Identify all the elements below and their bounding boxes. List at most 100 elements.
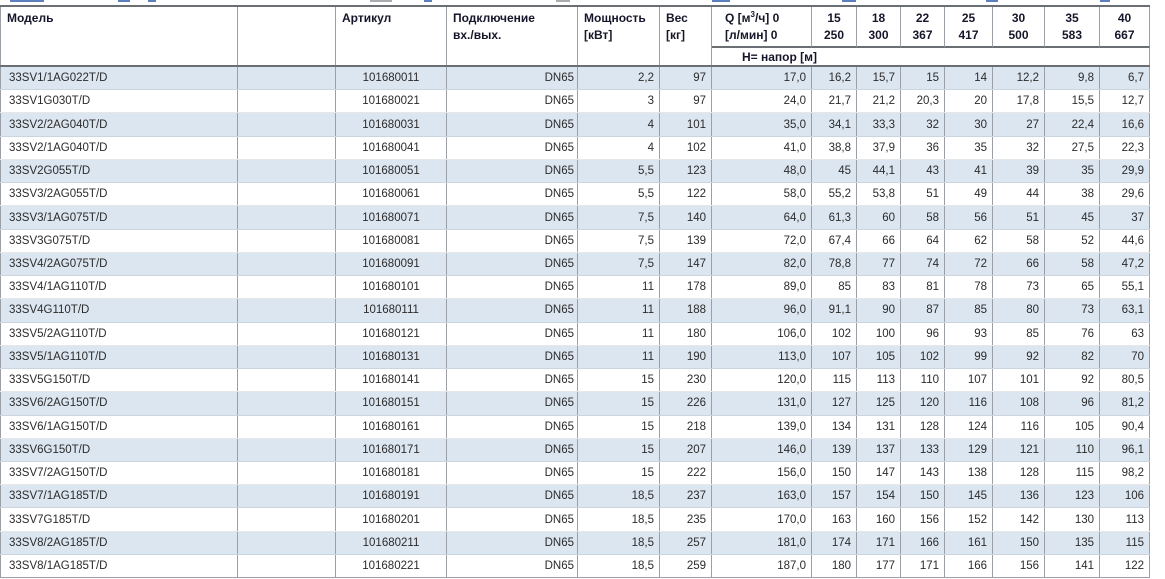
cell-model: 33SV5/2AG110T/D [0, 322, 238, 345]
cell-head-q0: 96,0 [712, 299, 812, 322]
cell-weight: 180 [660, 322, 712, 345]
table-header: Модель Артикул Подключение вх./вых. Мощн… [0, 7, 1150, 67]
cell-weight: 237 [660, 485, 712, 508]
cell-power: 11 [578, 276, 660, 299]
cell-model: 33SV8/2AG185T/D [0, 531, 238, 554]
cell-power: 11 [578, 322, 660, 345]
cell-head-25: 152 [945, 508, 993, 531]
cell-model: 33SV2G055T/D [0, 159, 238, 183]
cell-connection: DN65 [447, 299, 578, 322]
table-row: 33SV5/2AG110T/D 101680121 DN65 11 180 106,0 10… [0, 322, 1150, 346]
table-row: 33SV3/2AG055T/D 101680061 DN65 5,5 122 58,0 55… [0, 183, 1150, 207]
cell-head-25: 85 [945, 299, 993, 322]
cell-empty [238, 322, 336, 345]
cell-head-25: 145 [945, 485, 993, 508]
cell-head-40: 106 [1100, 485, 1150, 508]
text-remnant [10, 0, 44, 2]
cell-head-18: 105 [857, 345, 901, 369]
cell-article: 101680091 [336, 252, 447, 276]
cell-head-q0: 89,0 [712, 276, 812, 299]
table-row: 33SV8/1AG185T/D 101680221 DN65 18,5 259 187,0… [0, 554, 1150, 578]
table-row: 33SV2/1AG040T/D 101680041 DN65 4 102 41,0 38,8… [0, 136, 1150, 160]
cell-model: 33SV6/1AG150T/D [0, 415, 238, 438]
cell-head-15: 45 [812, 159, 857, 183]
cell-head-15: 16,2 [812, 67, 857, 90]
cell-head-35: 27,5 [1045, 136, 1100, 159]
cell-empty [238, 113, 336, 136]
cell-head-30: 150 [993, 531, 1045, 554]
table-row: 33SV1G030T/D 101680021 DN65 3 97 24,0 21,7 21,2… [0, 90, 1150, 114]
cell-head-22: 87 [901, 299, 945, 322]
cell-model: 33SV2/2AG040T/D [0, 113, 238, 136]
table-row: 33SV3G075T/D 101680081 DN65 7,5 139 72,0 67,4 6… [0, 229, 1150, 253]
column-header-flow-15: 15 250 [812, 7, 857, 48]
cell-model: 33SV4/2AG075T/D [0, 252, 238, 276]
cell-head-25: 166 [945, 554, 993, 578]
cell-head-35: 35 [1045, 159, 1100, 183]
cell-head-40: 44,6 [1100, 229, 1150, 252]
cell-head-22: 150 [901, 485, 945, 508]
cell-article: 101680151 [336, 392, 447, 415]
cell-head-q0: 72,0 [712, 229, 812, 252]
cell-head-22: 102 [901, 345, 945, 369]
column-header-flow-18: 18 300 [857, 7, 901, 48]
cell-power: 18,5 [578, 531, 660, 554]
cell-article: 101680101 [336, 276, 447, 299]
cell-article: 101680171 [336, 438, 447, 461]
cell-connection: DN65 [447, 276, 578, 299]
cell-head-22: 110 [901, 369, 945, 392]
cell-head-35: 92 [1045, 369, 1100, 392]
table-row: 33SV6/1AG150T/D 101680161 DN65 15 218 139,0 13… [0, 415, 1150, 439]
cell-empty [238, 508, 336, 531]
cell-head-18: 125 [857, 392, 901, 415]
cell-head-25: 20 [945, 90, 993, 113]
cell-head-15: 34,1 [812, 113, 857, 136]
cell-head-q0: 187,0 [712, 554, 812, 578]
cell-empty [238, 90, 336, 113]
cell-head-25: 49 [945, 183, 993, 206]
cell-head-q0: 64,0 [712, 206, 812, 229]
cell-connection: DN65 [447, 206, 578, 229]
cell-head-18: 44,1 [857, 159, 901, 183]
cell-model: 33SV6G150T/D [0, 438, 238, 461]
cell-model: 33SV2/1AG040T/D [0, 136, 238, 159]
cell-head-30: 80 [993, 299, 1045, 322]
cell-head-30: 116 [993, 415, 1045, 438]
cell-article: 101680201 [336, 508, 447, 531]
cell-head-40: 29,6 [1100, 183, 1150, 206]
cell-head-15: 127 [812, 392, 857, 415]
cell-head-q0: 24,0 [712, 90, 812, 113]
cell-empty [238, 345, 336, 369]
cell-model: 33SV7/2AG150T/D [0, 461, 238, 485]
cell-connection: DN65 [447, 159, 578, 183]
cell-article: 101680181 [336, 461, 447, 485]
cell-head-40: 98,2 [1100, 461, 1150, 485]
cell-head-22: 51 [901, 183, 945, 206]
cell-empty [238, 392, 336, 415]
cell-head-15: 102 [812, 322, 857, 345]
cell-head-35: 105 [1045, 415, 1100, 438]
cell-power: 2,2 [578, 67, 660, 90]
cell-head-30: 27 [993, 113, 1045, 136]
cell-weight: 218 [660, 415, 712, 438]
cell-head-15: 174 [812, 531, 857, 554]
cell-head-25: 14 [945, 67, 993, 90]
cropped-row-remnant [0, 0, 1165, 5]
cell-article: 101680141 [336, 369, 447, 392]
cell-head-18: 60 [857, 206, 901, 229]
cell-power: 15 [578, 369, 660, 392]
cell-head-18: 100 [857, 322, 901, 345]
cell-head-30: 32 [993, 136, 1045, 159]
cell-power: 15 [578, 392, 660, 415]
cell-weight: 207 [660, 438, 712, 461]
cell-connection: DN65 [447, 415, 578, 438]
cell-connection: DN65 [447, 252, 578, 276]
cell-head-35: 45 [1045, 206, 1100, 229]
cell-article: 101680221 [336, 554, 447, 578]
cell-empty [238, 206, 336, 229]
cell-head-18: 171 [857, 531, 901, 554]
cell-head-40: 12,7 [1100, 90, 1150, 113]
cell-connection: DN65 [447, 229, 578, 252]
cell-head-25: 116 [945, 392, 993, 415]
cell-head-25: 30 [945, 113, 993, 136]
